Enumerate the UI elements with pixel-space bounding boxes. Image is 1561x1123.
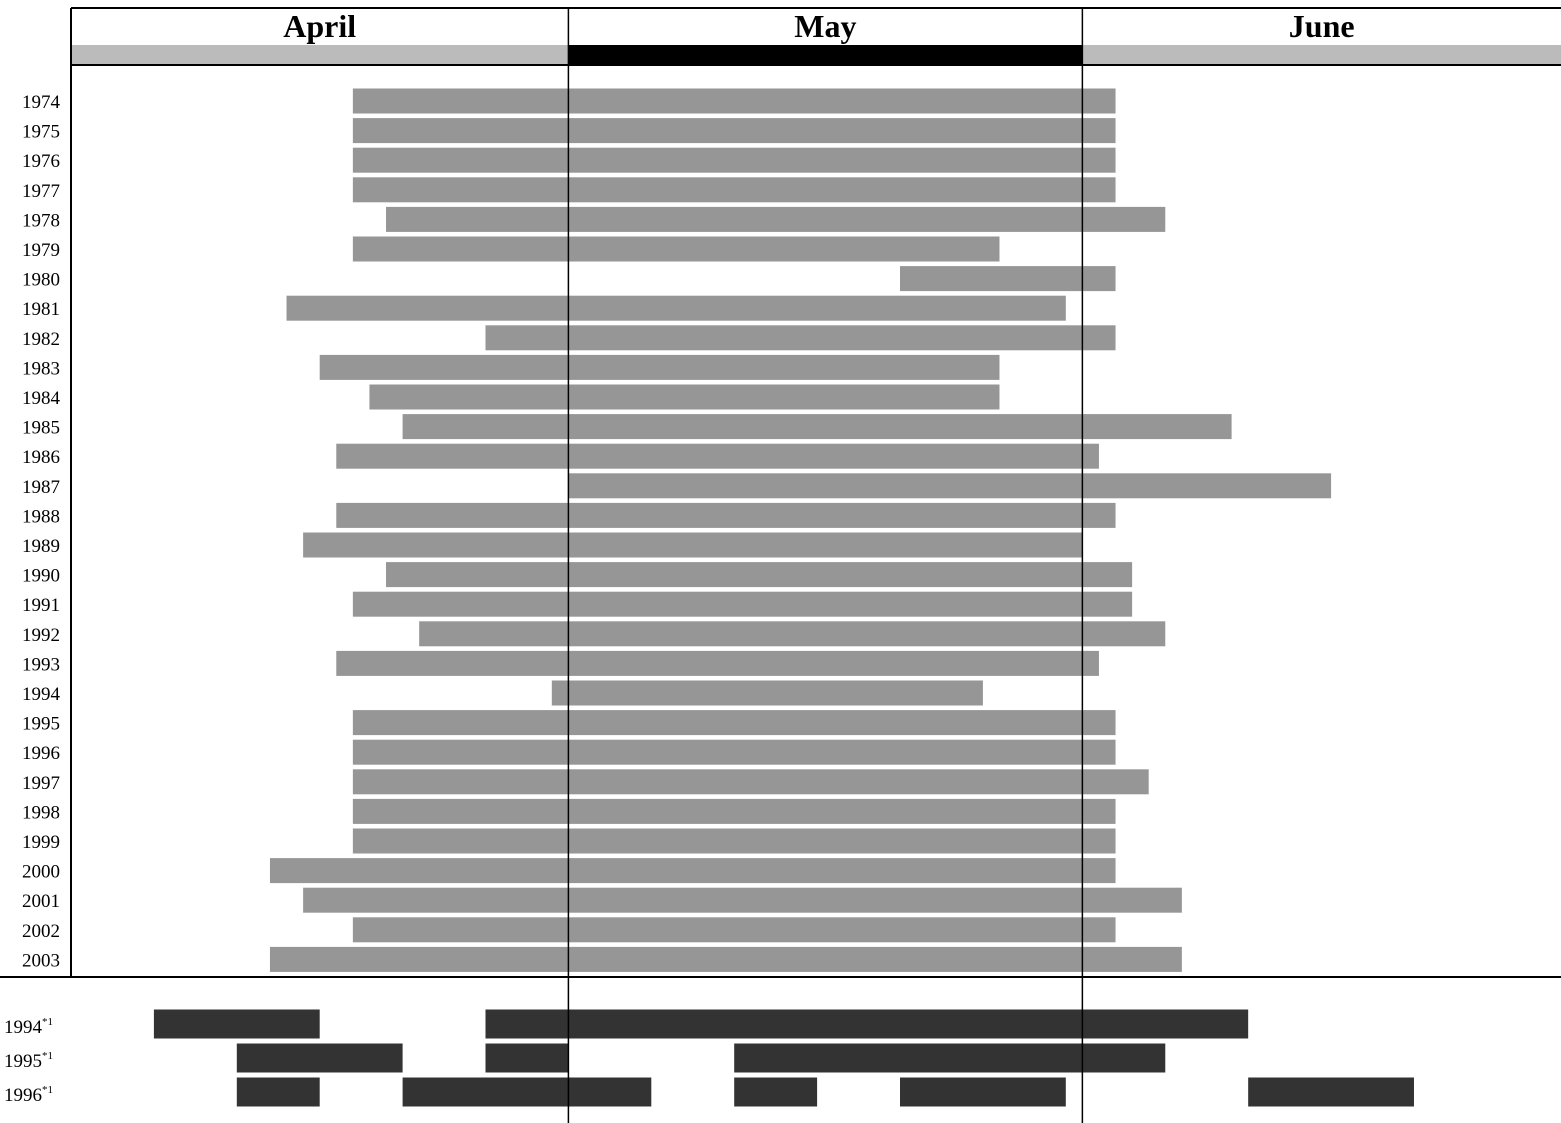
bar-1996-0 — [352, 739, 1116, 765]
bar2-1996-4 — [1248, 1077, 1414, 1107]
bar-1981-0 — [286, 295, 1066, 321]
bar2-1996-3 — [900, 1077, 1066, 1107]
row-label-1983: 1983 — [22, 358, 60, 379]
row-label-1979: 1979 — [22, 240, 60, 261]
bar-1979-0 — [352, 236, 1000, 262]
row-label-2003: 2003 — [22, 950, 60, 971]
row-label-2000: 2000 — [22, 862, 60, 883]
row-label-2002: 2002 — [22, 921, 60, 942]
bar-1989-0 — [303, 532, 1083, 558]
row-label-1982: 1982 — [22, 329, 60, 350]
row-label-1995: 1995 — [22, 714, 60, 735]
footnote-mark: *1 — [42, 1050, 53, 1062]
bar-1997-0 — [352, 769, 1149, 795]
month-band-april — [71, 45, 569, 65]
bar2-1996-0 — [236, 1077, 320, 1107]
row-label-1995-sup: 1995*1 — [4, 1050, 53, 1072]
row-label-1999: 1999 — [22, 832, 60, 853]
row-label-1993: 1993 — [22, 654, 60, 675]
row-label-1992: 1992 — [22, 625, 60, 646]
row-label-1975: 1975 — [22, 122, 60, 143]
bar-1999-0 — [352, 828, 1116, 854]
row-label-1985: 1985 — [22, 418, 60, 439]
row-label-1990: 1990 — [22, 566, 60, 587]
bar-1984-0 — [369, 384, 1000, 410]
bar-2000-0 — [269, 858, 1116, 884]
row-label-1989: 1989 — [22, 536, 60, 557]
bar-2003-0 — [269, 946, 1182, 972]
row-label-1994: 1994 — [22, 684, 61, 705]
bar-1994-0 — [551, 680, 983, 706]
bar2-1994-0 — [153, 1009, 320, 1039]
row-label-1974: 1974 — [22, 92, 61, 113]
row-label-2001: 2001 — [22, 891, 60, 912]
bar2-1994-1 — [485, 1009, 1249, 1039]
bar-1983-0 — [319, 354, 1000, 380]
row-label-1984: 1984 — [22, 388, 61, 409]
bar-1986-0 — [336, 443, 1099, 469]
row-label-1998: 1998 — [22, 802, 60, 823]
month-label-june: June — [1289, 8, 1355, 44]
row-label-1977: 1977 — [22, 181, 60, 202]
row-label-1981: 1981 — [22, 299, 60, 320]
bar-1987-0 — [568, 473, 1332, 499]
bar-1978-0 — [386, 206, 1166, 232]
row-label-1976: 1976 — [22, 151, 60, 172]
row-label-1994-sup: 1994*1 — [4, 1016, 53, 1038]
row-label-1991: 1991 — [22, 595, 60, 616]
row-label-1980: 1980 — [22, 270, 60, 291]
bar-1974-0 — [352, 88, 1116, 114]
bar-2001-0 — [303, 887, 1182, 913]
month-band-june — [1082, 45, 1561, 65]
month-label-april: April — [283, 8, 356, 44]
bar-1995-0 — [352, 710, 1116, 736]
row-label-1988: 1988 — [22, 506, 60, 527]
bar-1988-0 — [336, 502, 1116, 528]
row-label-1996-sup: 1996*1 — [4, 1084, 53, 1106]
row-label-1986: 1986 — [22, 447, 60, 468]
bar-1982-0 — [485, 325, 1116, 351]
bar-1980-0 — [900, 266, 1116, 292]
bar2-1996-2 — [734, 1077, 818, 1107]
bar-1976-0 — [352, 147, 1116, 173]
bar2-1996-1 — [402, 1077, 652, 1107]
row-label-1996: 1996 — [22, 743, 60, 764]
bar-1985-0 — [402, 414, 1232, 440]
month-band-may — [568, 45, 1083, 65]
month-label-may: May — [794, 8, 856, 44]
bar-1975-0 — [352, 118, 1116, 144]
footnote-mark: *1 — [42, 1084, 53, 1096]
bar-1977-0 — [352, 177, 1116, 203]
row-label-1978: 1978 — [22, 210, 60, 231]
bar-2002-0 — [352, 917, 1116, 943]
bar2-1995-0 — [236, 1043, 403, 1073]
row-label-1997: 1997 — [22, 773, 60, 794]
row-label-1987: 1987 — [22, 477, 60, 498]
bar-1998-0 — [352, 798, 1116, 824]
bar-1992-0 — [419, 621, 1166, 647]
bar2-1995-1 — [485, 1043, 569, 1073]
bar2-1995-2 — [734, 1043, 1166, 1073]
bar-1993-0 — [336, 650, 1099, 676]
footnote-mark: *1 — [42, 1016, 53, 1028]
bar-1991-0 — [352, 591, 1133, 617]
bar-1990-0 — [386, 562, 1133, 588]
